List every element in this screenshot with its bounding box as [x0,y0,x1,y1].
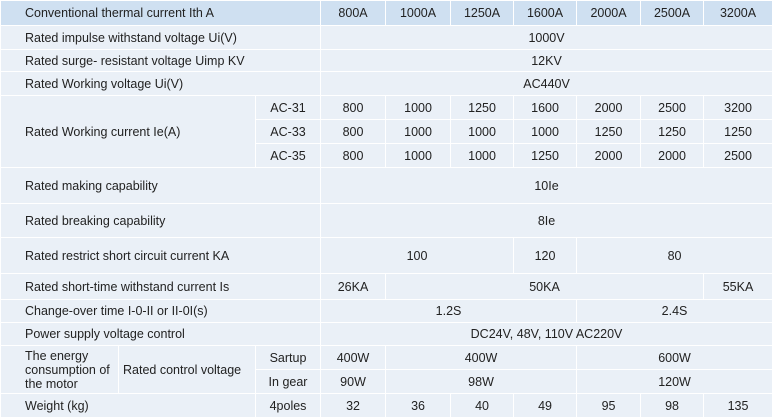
cell: 90W [320,369,387,394]
cell: 98W [385,369,578,394]
sub-label: 4poles [254,393,322,418]
row-label: Rated restrict short circuit current KA [0,237,322,274]
cell: 1.2S [320,299,578,323]
cell: 1250 [450,95,515,120]
row-label: The energy consumption of the motor [0,345,119,394]
cell: 2500 [640,95,705,120]
cell: 2.4S [576,299,772,323]
cell: 2000 [576,143,642,168]
cell: 80 [576,237,772,274]
cell: 1000 [385,95,452,120]
row-label: Rated short-time withstand current Is [0,273,322,300]
sub-label: AC-35 [254,143,322,168]
cell: 50KA [385,273,705,300]
cell: 10Ie [320,167,772,204]
header-label: Conventional thermal current Ith A [0,0,322,26]
row-label: Rated Working voltage Ui(V) [0,71,322,96]
cell: 1000 [385,143,452,168]
cell: 49 [513,393,578,418]
cell: 120W [576,369,772,394]
row-label: Rated surge- resistant voltage Uimp KV [0,49,322,72]
cell: 1000 [513,119,578,144]
row-label: Power supply voltage control [0,322,322,346]
cell: AC440V [320,71,772,96]
cell: 1000 [450,119,515,144]
row-label: Rated breaking capability [0,203,322,238]
cell: 1250 [640,119,705,144]
cell: 55KA [703,273,772,300]
cell: 400W [320,345,387,370]
row-label: Change-over time I-0-II or II-0I(s) [0,299,322,323]
cell: 40 [450,393,515,418]
cell: 1000 [450,143,515,168]
sub-label: AC-33 [254,119,322,144]
cell: 32 [320,393,387,418]
header-cell: 2500A [640,0,705,26]
sub-label: In gear [254,369,322,394]
cell: 98 [640,393,705,418]
header-cell: 2000A [576,0,642,26]
header-cell: 800A [320,0,387,26]
cell: 95 [576,393,642,418]
row-label: Rated making capability [0,167,322,204]
cell: 120 [513,237,578,274]
row-label: Rated control voltage [118,345,256,394]
cell: 36 [385,393,452,418]
header-cell: 1250A [450,0,515,26]
cell: 400W [385,345,578,370]
cell: 1600 [513,95,578,120]
header-cell: 1600A [513,0,578,26]
cell: 2000 [640,143,705,168]
cell: 2000 [576,95,642,120]
cell: 12KV [320,49,772,72]
sub-label: AC-31 [254,95,322,120]
cell: 600W [576,345,772,370]
cell: 1000V [320,25,772,50]
cell: 800 [320,95,387,120]
cell: 8Ie [320,203,772,238]
cell: 3200 [703,95,772,120]
cell: 800 [320,119,387,144]
header-cell: 3200A [703,0,772,26]
cell: 800 [320,143,387,168]
cell: 1250 [703,119,772,144]
sub-label: Sartup [254,345,322,370]
cell: DC24V, 48V, 110V AC220V [320,322,772,346]
row-label: Rated impulse withstand voltage Ui(V) [0,25,322,50]
cell: 1250 [513,143,578,168]
row-label: Weight (kg) [0,393,256,418]
cell: 135 [703,393,772,418]
cell: 1000 [385,119,452,144]
cell: 1250 [576,119,642,144]
header-cell: 1000A [385,0,452,26]
cell: 26KA [320,273,387,300]
cell: 100 [320,237,515,274]
row-label: Rated Working current Ie(A) [0,95,256,168]
cell: 2500 [703,143,772,168]
